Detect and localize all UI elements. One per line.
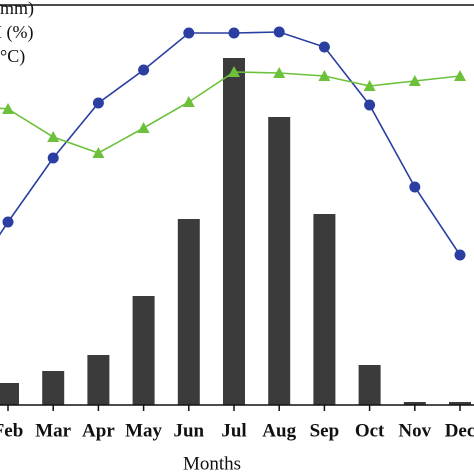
marker bbox=[92, 147, 105, 158]
x-axis-label: Months bbox=[183, 453, 241, 474]
x-tick-label: Dec bbox=[445, 420, 474, 441]
marker bbox=[182, 96, 195, 107]
line bbox=[0, 71, 461, 154]
marker bbox=[363, 80, 376, 91]
marker bbox=[47, 152, 59, 164]
marker bbox=[92, 97, 104, 109]
bar bbox=[132, 296, 155, 405]
x-tick-label: Jul bbox=[221, 420, 246, 441]
legend-entry: mm) bbox=[0, 0, 34, 19]
legend-entry: °C) bbox=[0, 46, 25, 67]
legend-entry: I (%) bbox=[0, 22, 33, 43]
x-tick-label: Aug bbox=[262, 420, 296, 441]
marker bbox=[273, 67, 286, 78]
x-tick-label: Apr bbox=[82, 420, 115, 441]
marker bbox=[318, 70, 331, 81]
marker bbox=[183, 27, 195, 39]
bar bbox=[177, 219, 200, 405]
bar bbox=[223, 58, 245, 405]
bar bbox=[358, 365, 381, 405]
marker bbox=[408, 75, 421, 86]
x-tick-label: Sep bbox=[310, 420, 340, 441]
x-tick-label: Nov bbox=[398, 420, 431, 441]
bar bbox=[268, 117, 291, 405]
marker bbox=[47, 131, 60, 142]
x-tick-label: Oct bbox=[355, 420, 385, 441]
bar bbox=[42, 371, 65, 405]
bar bbox=[313, 214, 336, 405]
marker bbox=[409, 181, 421, 193]
marker bbox=[2, 103, 14, 114]
marker bbox=[2, 216, 14, 228]
x-tick-label: Mar bbox=[35, 420, 71, 441]
marker bbox=[318, 41, 330, 53]
marker bbox=[228, 27, 240, 39]
marker bbox=[273, 26, 285, 38]
marker bbox=[454, 249, 466, 261]
x-tick-label: Jun bbox=[173, 420, 204, 441]
x-tick-label: May bbox=[125, 420, 162, 441]
x-tick-label: Feb bbox=[0, 420, 23, 441]
bar bbox=[403, 402, 426, 405]
marker bbox=[138, 64, 150, 76]
marker bbox=[454, 70, 466, 81]
line bbox=[0, 31, 461, 256]
bar bbox=[0, 383, 19, 405]
marker bbox=[364, 99, 376, 111]
bar bbox=[449, 402, 471, 405]
bar bbox=[87, 355, 110, 405]
marker bbox=[228, 66, 240, 77]
marker bbox=[137, 122, 150, 133]
